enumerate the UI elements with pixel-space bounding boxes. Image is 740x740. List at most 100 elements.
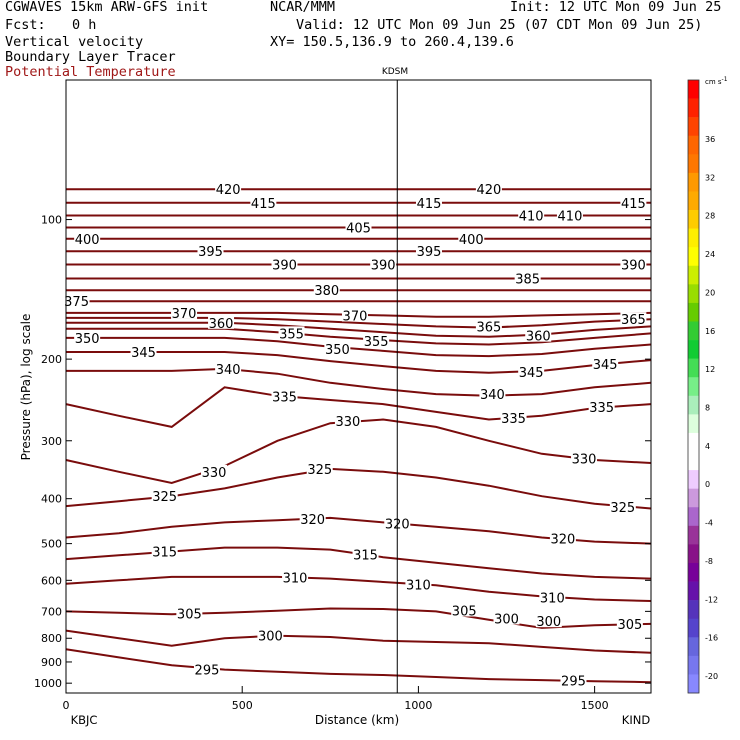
- y-tick-label: 300: [41, 435, 62, 448]
- contour-350: [66, 336, 652, 358]
- colorbar-swatch: [688, 432, 699, 452]
- contour-label-bg: [171, 305, 198, 319]
- contour-label: 390: [371, 258, 396, 273]
- colorbar-label: 8: [705, 404, 710, 413]
- y-tick-label: 500: [41, 538, 62, 551]
- contour-label: 395: [198, 245, 223, 260]
- contour-label: 415: [251, 197, 276, 212]
- contour-label: 325: [610, 501, 635, 516]
- contour-label: 330: [572, 453, 597, 468]
- colorbar-label: 12: [705, 365, 715, 374]
- contour-label-bg: [271, 389, 298, 403]
- colorbar-swatch: [688, 340, 699, 359]
- colorbar-swatch: [688, 544, 699, 564]
- contour-label: 355: [364, 335, 389, 350]
- contour-label-bg: [415, 244, 442, 258]
- field-potential-temperature: Potential Temperature: [5, 64, 176, 80]
- contour-label-bg: [475, 182, 502, 196]
- contour-label-bg: [151, 489, 178, 503]
- station-label-kdsm: KDSM: [382, 67, 408, 77]
- colorbar-swatch: [688, 247, 699, 267]
- contour-label: 380: [314, 284, 339, 299]
- contour-label: 385: [515, 272, 540, 287]
- contour-label: 310: [283, 572, 308, 587]
- contour-label: 325: [152, 490, 177, 505]
- colorbar-swatch: [688, 80, 699, 99]
- contour-label: 345: [519, 366, 544, 381]
- colorbar-swatch: [688, 451, 699, 471]
- colorbar-label: 32: [705, 173, 715, 182]
- contour-label: 345: [131, 346, 156, 361]
- contour-label-bg: [63, 294, 90, 308]
- colorbar-swatch: [688, 525, 699, 545]
- colorbar-swatch: [688, 321, 699, 341]
- contour-label-bg: [313, 283, 340, 297]
- contour-label-bg: [352, 547, 379, 561]
- colorbar-swatch: [688, 172, 699, 192]
- forecast-hour: 0 h: [72, 17, 97, 33]
- contour-label-bg: [282, 570, 309, 584]
- contour-label-bg: [278, 326, 305, 340]
- colorbar-swatch: [688, 284, 699, 304]
- contour-label: 355: [279, 327, 304, 342]
- contour-label-bg: [341, 308, 368, 322]
- contour-label: 330: [202, 466, 227, 481]
- contour-295: [65, 648, 652, 684]
- contour-label: 370: [172, 307, 197, 322]
- contour-label-bg: [616, 616, 643, 630]
- contour-label-bg: [197, 244, 224, 258]
- y-axis: 100 200 300 400 500 600 700 800 900 1000: [34, 214, 651, 690]
- colorbar-swatch: [688, 377, 699, 397]
- contour-label: 400: [459, 233, 484, 248]
- y-tick-label: 600: [41, 574, 62, 587]
- contour-label: 335: [589, 401, 614, 416]
- contour-label: 305: [452, 604, 477, 619]
- colorbar-label: 36: [705, 135, 715, 144]
- contour-label-bg: [500, 411, 527, 425]
- contour-label: 350: [325, 343, 350, 358]
- contour-label-bg: [345, 220, 372, 234]
- contour-label: 320: [300, 513, 325, 528]
- contour-label: 300: [258, 630, 283, 645]
- colorbar-swatch: [688, 98, 699, 118]
- contour-label-bg: [475, 319, 502, 333]
- colorbar-swatch: [688, 228, 699, 248]
- colorbar-label: 4: [705, 442, 710, 451]
- contour-label-bg: [208, 315, 235, 329]
- contour-label-bg: [324, 341, 351, 355]
- colorbar-swatch: [688, 117, 699, 137]
- y-tick-label: 400: [41, 493, 62, 506]
- colorbar-swatch: [688, 562, 699, 582]
- colorbar-swatch: [688, 600, 699, 619]
- contour-label-bg: [560, 673, 587, 687]
- x-tick-label: 1000: [404, 699, 432, 712]
- contour-label-bg: [306, 461, 333, 475]
- contour-label: 395: [417, 245, 442, 260]
- contour-label: 410: [519, 209, 544, 224]
- contour-label-bg: [271, 257, 298, 271]
- contour-label: 420: [216, 183, 241, 198]
- contour-label-bg: [479, 387, 506, 401]
- contour-335: [65, 386, 652, 428]
- contour-label-bg: [74, 330, 101, 344]
- contour-label: 405: [346, 221, 371, 236]
- colorbar-swatch: [688, 210, 699, 229]
- contour-label: 400: [75, 233, 100, 248]
- colorbar-label: 28: [705, 212, 715, 221]
- colorbar-swatch: [688, 135, 699, 155]
- contour-label-bg: [370, 257, 397, 271]
- y-tick-label: 200: [41, 353, 62, 366]
- model-title: CGWAVES 15km ARW-GFS init: [5, 0, 209, 15]
- colorbar-swatch: [688, 581, 699, 601]
- contour-label-bg: [556, 208, 583, 222]
- contour-label-bg: [415, 195, 442, 209]
- colorbar-swatch: [688, 395, 699, 415]
- contour-label-bg: [257, 628, 284, 642]
- contour-label-bg: [215, 361, 242, 375]
- plot-frame: [65, 79, 652, 694]
- colorbar-swatch: [688, 358, 699, 378]
- y-tick-label: 1000: [34, 677, 62, 690]
- contour-label-bg: [588, 400, 615, 414]
- colorbar-label: -8: [705, 557, 713, 566]
- x-axis: 0 500 1000 1500: [63, 686, 609, 712]
